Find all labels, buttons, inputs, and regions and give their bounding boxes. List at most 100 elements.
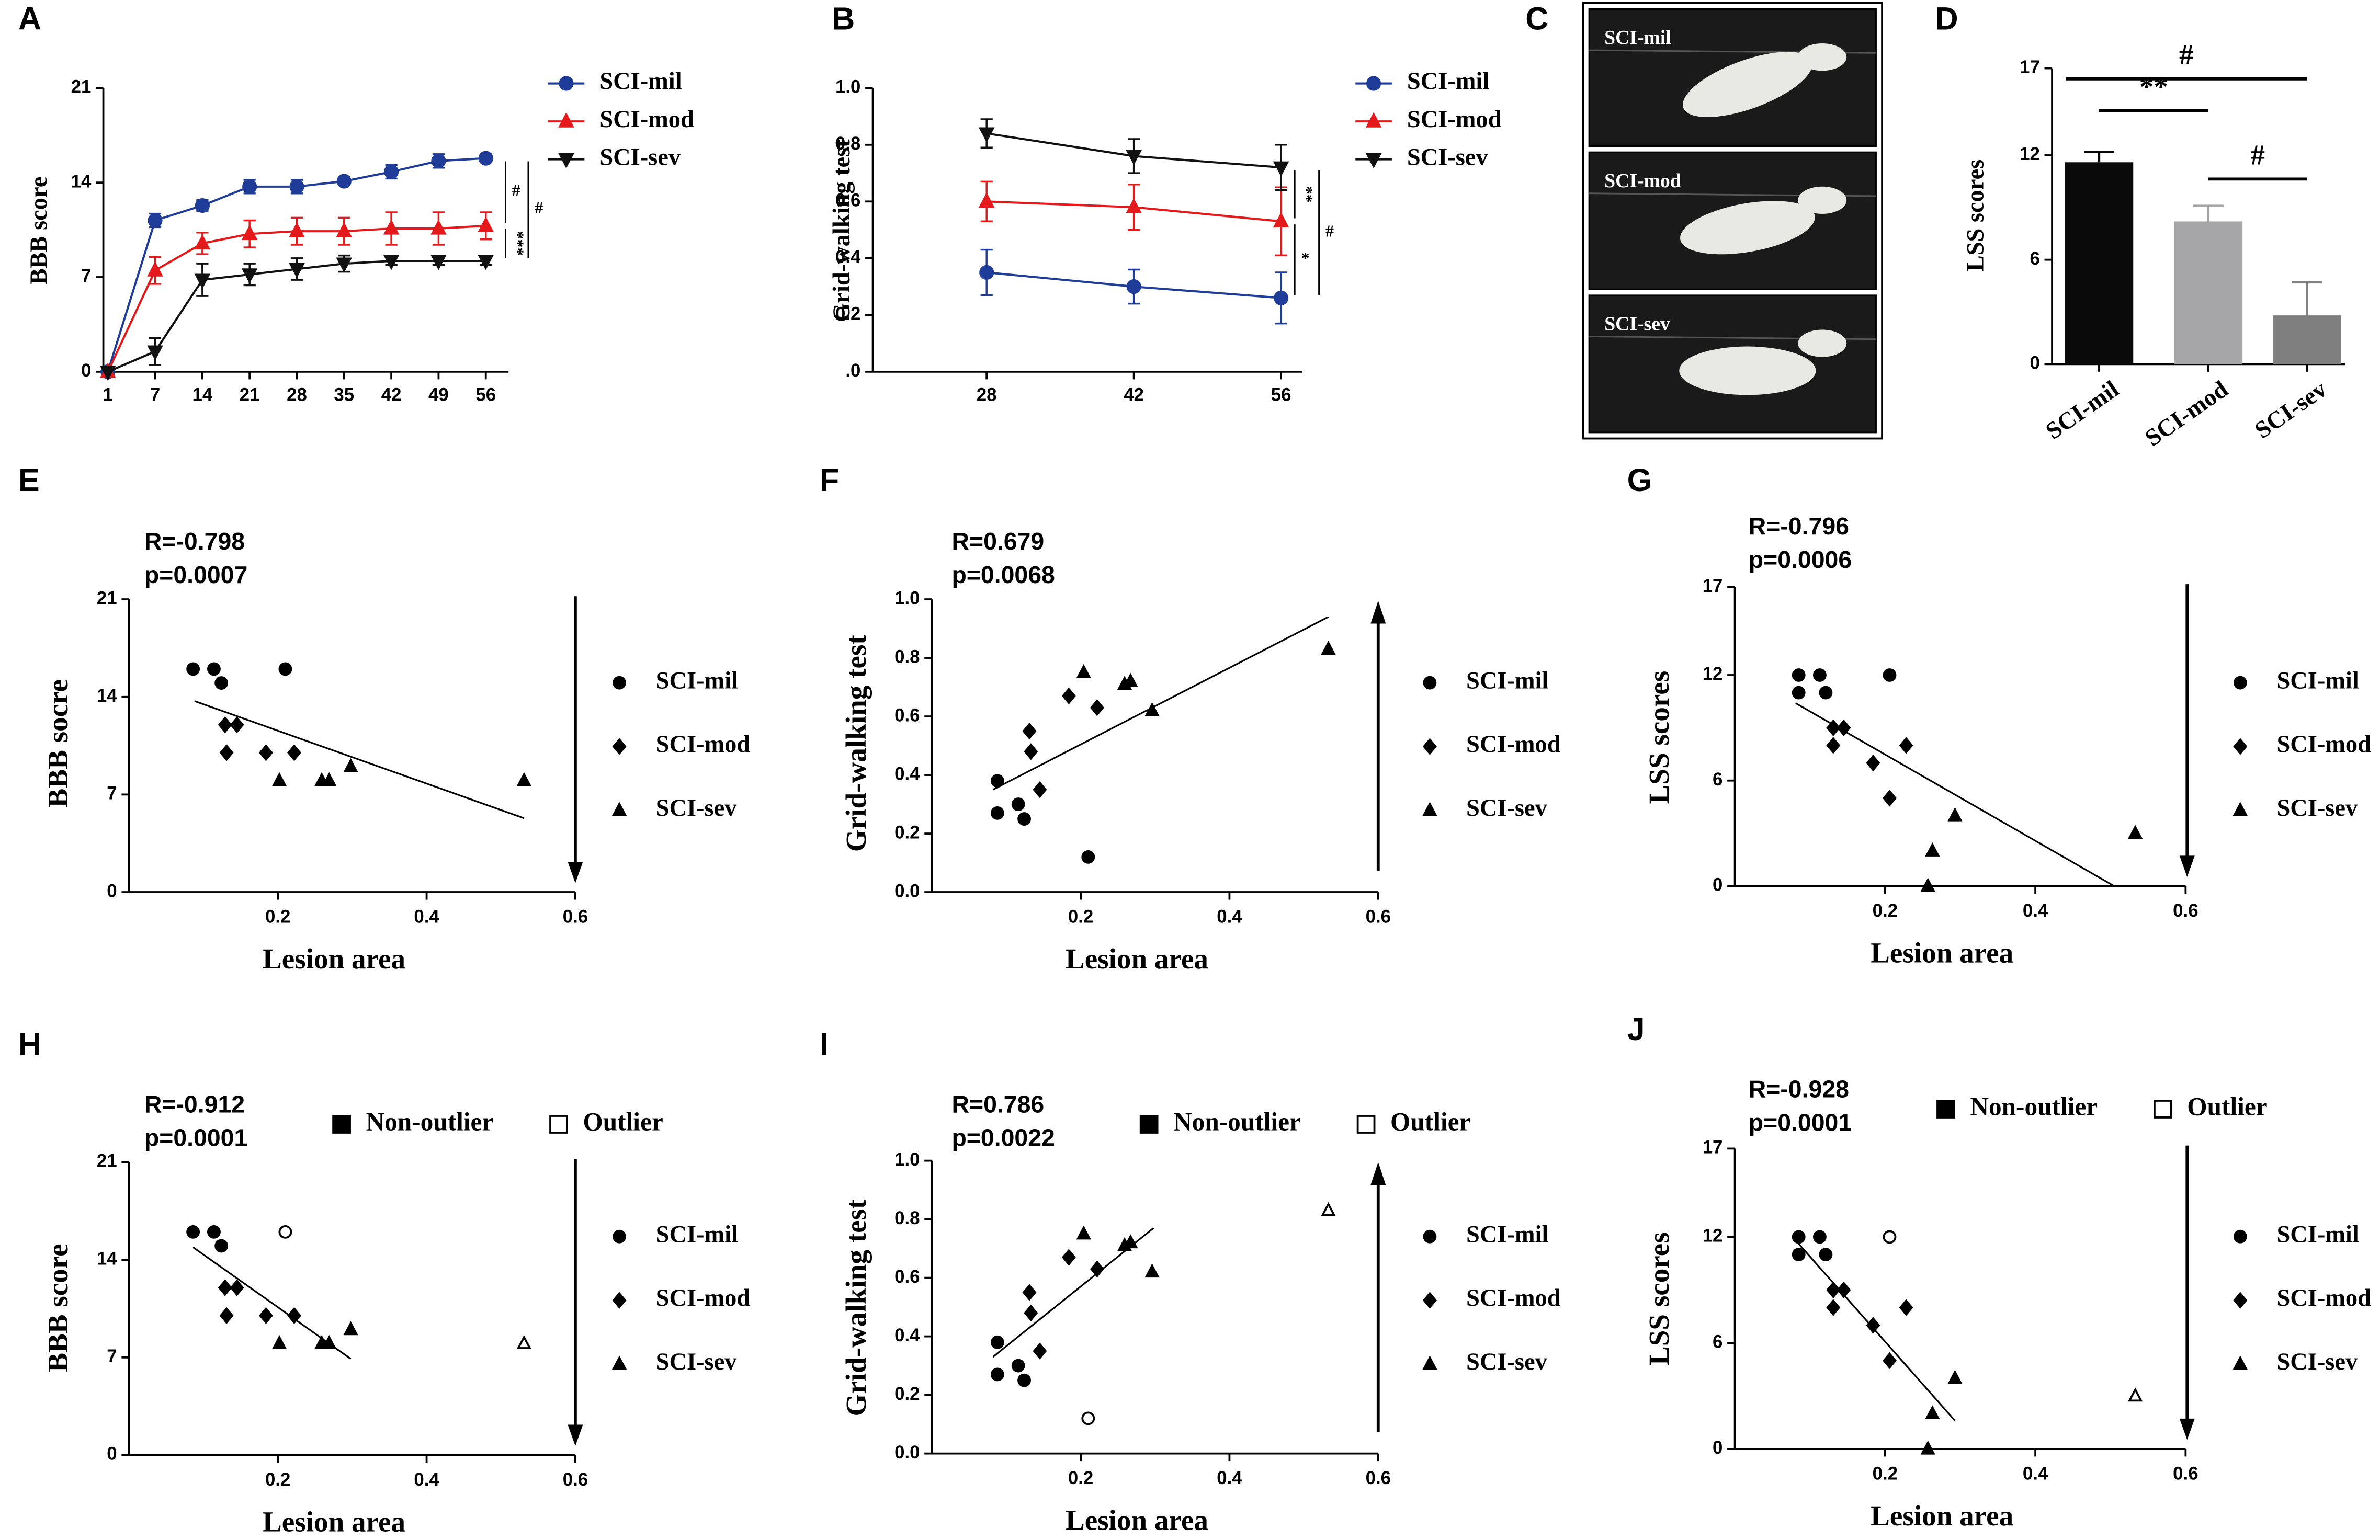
point: [1820, 687, 1831, 699]
marker: [1127, 280, 1140, 293]
panel-label: B: [832, 1, 855, 37]
point: [1793, 1249, 1805, 1260]
legend-label: SCI-sev: [599, 144, 681, 170]
y-tick-label: 21: [71, 76, 92, 97]
point: [1884, 1354, 1895, 1367]
panel: I0.00.20.40.60.81.00.20.40.6Grid-walking…: [820, 1026, 1561, 1536]
fit-line: [993, 617, 1328, 790]
legend-marker: [1424, 739, 1435, 753]
photo-label: SCI-mod: [1604, 170, 1681, 192]
x-tick-label: 0.2: [265, 907, 290, 927]
y-tick-label: 12: [2020, 144, 2040, 164]
fit-line: [195, 701, 524, 818]
outlier-legend-label: Non-outlier: [1173, 1107, 1301, 1136]
y-tick-label: 21: [97, 588, 117, 608]
y-tick-label: .0: [845, 360, 860, 381]
point: [1793, 687, 1805, 699]
panel-label: D: [1935, 1, 1958, 37]
y-tick-label: 12: [1703, 664, 1723, 684]
x-tick-label: SCI-sev: [2250, 375, 2332, 444]
stat-label: p=0.0006: [1749, 546, 1852, 573]
y-tick-label: 1.0: [835, 76, 860, 97]
y-tick-label: 17: [1703, 1137, 1723, 1158]
x-tick-label: 42: [1124, 384, 1144, 405]
legend-label: SCI-sev: [1407, 144, 1488, 170]
trend-arrow-head: [1370, 601, 1386, 624]
legend-label: SCI-mil: [656, 1221, 738, 1248]
point: [1814, 1231, 1826, 1242]
y-tick-label: 0: [1713, 1438, 1722, 1458]
legend-label: SCI-sev: [2276, 795, 2358, 822]
panel: G0612170.20.40.6LSS scoresLesion areaR=-…: [1627, 462, 2372, 969]
x-axis-label: Lesion area: [1871, 1500, 2013, 1532]
point: [216, 677, 227, 689]
x-tick-label: 0.2: [1068, 1468, 1093, 1488]
point: [288, 746, 300, 759]
marker: [149, 214, 161, 226]
point: [288, 1309, 300, 1322]
point: [1793, 669, 1805, 681]
point: [231, 1281, 243, 1294]
x-tick-label: 0.6: [563, 907, 588, 927]
legend-label: SCI-mil: [1407, 68, 1489, 95]
point: [518, 1337, 530, 1348]
point: [1063, 689, 1074, 703]
point: [221, 1309, 232, 1322]
point: [1828, 738, 1839, 752]
point: [1082, 851, 1094, 863]
outlier-legend-label: Non-outlier: [366, 1107, 493, 1136]
y-tick-label: 0.0: [894, 881, 920, 901]
point: [1013, 1360, 1024, 1372]
legend-label: SCI-mod: [1407, 106, 1502, 133]
significance-label: #: [1325, 222, 1334, 240]
point: [260, 1309, 271, 1322]
stat-label: R=-0.912: [144, 1090, 245, 1117]
significance-label: ***: [508, 231, 527, 256]
legend-label: SCI-mil: [1466, 1221, 1548, 1248]
panel: J0612170.20.40.6LSS scoresLesion areaR=-…: [1627, 1011, 2372, 1532]
outlier-legend-marker: [2155, 1101, 2171, 1117]
x-axis-label: Lesion area: [1066, 943, 1208, 975]
point: [1091, 701, 1103, 714]
point: [1091, 1262, 1103, 1276]
y-tick-label: 1.0: [894, 588, 920, 608]
marker: [1275, 292, 1287, 304]
panel-label: H: [18, 1026, 41, 1062]
point: [1078, 1227, 1090, 1238]
point: [1867, 1318, 1879, 1332]
stat-label: R=0.679: [951, 528, 1044, 555]
point: [1025, 745, 1037, 758]
x-tick-label: 0.2: [1068, 907, 1093, 927]
series-line: [108, 226, 485, 372]
point: [219, 718, 231, 732]
bar: [2065, 162, 2134, 364]
point: [279, 663, 291, 675]
point: [1323, 1204, 1334, 1215]
point: [1018, 1375, 1030, 1386]
legend-marker: [2235, 739, 2246, 753]
legend-marker: [2235, 1293, 2246, 1307]
point: [216, 1240, 227, 1252]
point: [208, 663, 220, 675]
y-tick-label: 21: [97, 1151, 117, 1171]
trend-arrow-head: [568, 1424, 583, 1446]
legend-label: SCI-mil: [599, 68, 682, 95]
legend-label: SCI-sev: [2276, 1349, 2358, 1375]
rat-head: [1798, 329, 1846, 357]
x-tick-label: 0.6: [2173, 1463, 2198, 1484]
legend-label: SCI-mod: [599, 106, 694, 133]
point: [219, 1281, 231, 1294]
point: [1018, 813, 1030, 825]
point: [1949, 1372, 1960, 1383]
legend-label: SCI-mod: [1466, 1285, 1561, 1311]
x-tick-label: 0.4: [1217, 1468, 1242, 1488]
point: [992, 1337, 1003, 1348]
y-tick-label: 0.2: [894, 1384, 920, 1404]
trend-arrow-head: [2180, 855, 2195, 877]
panel-label: I: [820, 1026, 829, 1062]
panel: A0714211714212835424956BBB scoreSCI-milS…: [18, 1, 694, 405]
error-bar: [2084, 152, 2114, 162]
y-tick-label: 0.8: [894, 646, 920, 667]
y-tick-label: 0.0: [894, 1442, 920, 1463]
